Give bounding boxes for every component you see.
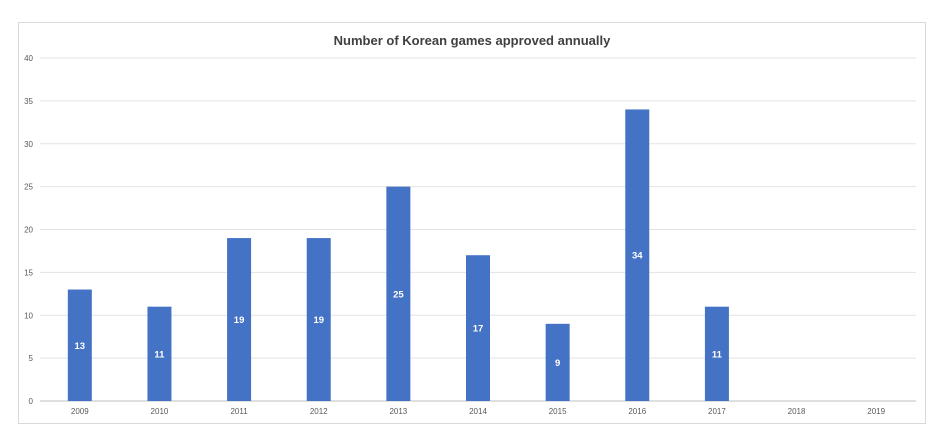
y-tick-label: 35 bbox=[24, 97, 33, 106]
x-tick-label: 2014 bbox=[469, 407, 487, 416]
x-tick-label: 2013 bbox=[389, 407, 407, 416]
bar bbox=[625, 109, 650, 401]
x-tick-label: 2012 bbox=[310, 407, 328, 416]
bar bbox=[466, 255, 490, 401]
y-tick-label: 40 bbox=[24, 54, 33, 63]
chart-title: Number of Korean games approved annually bbox=[333, 33, 611, 48]
x-tick-label: 2010 bbox=[151, 407, 169, 416]
x-tick-label: 2011 bbox=[230, 407, 248, 416]
bar bbox=[67, 289, 92, 401]
y-tick-label: 0 bbox=[29, 397, 34, 406]
bar bbox=[704, 306, 729, 401]
data-label: 25 bbox=[393, 289, 404, 300]
y-tick-label: 10 bbox=[24, 311, 33, 320]
bar bbox=[306, 238, 331, 401]
data-label: 19 bbox=[234, 315, 245, 326]
x-tick-label: 2018 bbox=[788, 407, 806, 416]
bar bbox=[545, 323, 570, 401]
y-tick-label: 30 bbox=[24, 140, 33, 149]
data-label: 13 bbox=[75, 341, 86, 352]
x-tick-label: 2009 bbox=[71, 407, 89, 416]
bar bbox=[386, 186, 411, 401]
y-tick-label: 20 bbox=[24, 226, 33, 235]
x-tick-label: 2019 bbox=[867, 407, 885, 416]
bar bbox=[227, 238, 252, 401]
data-label: 17 bbox=[473, 324, 484, 335]
y-tick-label: 5 bbox=[29, 354, 34, 363]
data-label: 9 bbox=[555, 358, 560, 369]
x-tick-label: 2017 bbox=[708, 407, 726, 416]
data-label: 19 bbox=[313, 315, 324, 326]
data-label: 34 bbox=[632, 251, 643, 262]
y-tick-label: 15 bbox=[24, 268, 33, 277]
x-tick-label: 2016 bbox=[628, 407, 646, 416]
x-tick-label: 2015 bbox=[549, 407, 567, 416]
data-label: 11 bbox=[712, 349, 723, 360]
y-tick-label: 25 bbox=[24, 183, 33, 192]
axes: 0 5 10 15 20 25 30 35 40 2009 2010 2011 2012 2013 2014… bbox=[24, 54, 886, 416]
data-label: 11 bbox=[154, 349, 165, 360]
bars bbox=[67, 109, 729, 401]
bar bbox=[147, 306, 172, 401]
labels: 13 11 19 19 25 17 9 34 11 bbox=[75, 251, 723, 369]
